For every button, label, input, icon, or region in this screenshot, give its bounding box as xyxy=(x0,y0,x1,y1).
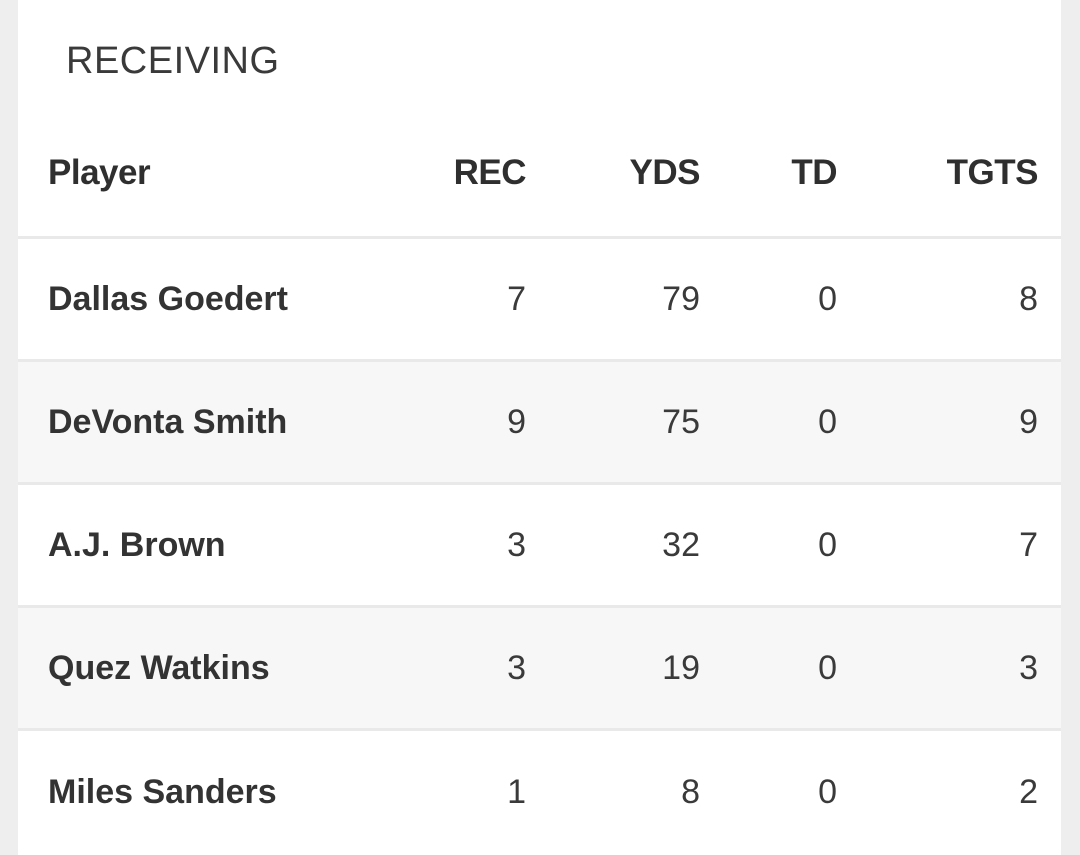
table-row: DeVonta Smith 9 75 0 9 xyxy=(18,362,1061,485)
td-value: 0 xyxy=(818,648,837,687)
receiving-stats-card: RECEIVING Player REC YDS TD TGTS Dallas … xyxy=(18,0,1061,855)
player-name[interactable]: Quez Watkins xyxy=(48,648,270,687)
table-row: Miles Sanders 1 8 0 2 xyxy=(18,731,1061,854)
yds-value: 32 xyxy=(662,525,700,564)
column-header-player[interactable]: Player xyxy=(48,153,151,192)
rec-value: 9 xyxy=(507,402,526,441)
rec-value: 7 xyxy=(507,279,526,318)
player-name[interactable]: Dallas Goedert xyxy=(48,279,288,318)
table-row: Quez Watkins 3 19 0 3 xyxy=(18,608,1061,731)
yds-value: 79 xyxy=(662,279,700,318)
tgts-value: 9 xyxy=(1019,402,1038,441)
player-name[interactable]: DeVonta Smith xyxy=(48,402,288,441)
player-name[interactable]: Miles Sanders xyxy=(48,773,277,811)
table-row: A.J. Brown 3 32 0 7 xyxy=(18,485,1061,608)
tgts-value: 8 xyxy=(1019,279,1038,318)
td-value: 0 xyxy=(818,773,837,811)
tgts-value: 2 xyxy=(1019,773,1038,811)
player-name[interactable]: A.J. Brown xyxy=(48,525,226,564)
rec-value: 1 xyxy=(507,773,526,811)
td-value: 0 xyxy=(818,525,837,564)
rec-value: 3 xyxy=(507,648,526,687)
column-header-rec[interactable]: REC xyxy=(453,153,527,192)
column-header-yds[interactable]: YDS xyxy=(629,153,701,192)
tgts-value: 7 xyxy=(1019,525,1038,564)
yds-value: 8 xyxy=(681,773,700,811)
tgts-value: 3 xyxy=(1019,648,1038,687)
table-header: Player REC YDS TD TGTS xyxy=(18,118,1061,239)
td-value: 0 xyxy=(818,402,837,441)
yds-value: 75 xyxy=(662,402,700,441)
column-header-td[interactable]: TD xyxy=(791,153,837,192)
table-row: Dallas Goedert 7 79 0 8 xyxy=(18,239,1061,362)
yds-value: 19 xyxy=(662,648,700,687)
column-header-tgts[interactable]: TGTS xyxy=(946,153,1039,192)
td-value: 0 xyxy=(818,279,837,318)
section-title: RECEIVING xyxy=(66,40,280,82)
rec-value: 3 xyxy=(507,525,526,564)
